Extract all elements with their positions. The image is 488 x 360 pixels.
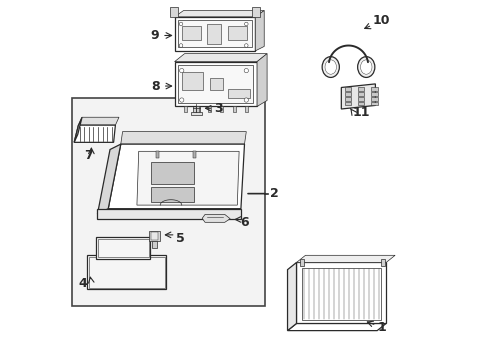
Bar (72, 98, 265, 306)
Bar (152, 241, 156, 248)
Bar (174, 62, 257, 107)
Bar (228, 89, 249, 98)
Text: 3: 3 (214, 103, 222, 116)
Circle shape (179, 68, 183, 73)
Bar (344, 92, 351, 96)
Bar (357, 102, 364, 105)
Bar (344, 97, 351, 101)
Bar (208, 107, 211, 112)
Polygon shape (174, 10, 264, 17)
Bar (232, 107, 235, 112)
Ellipse shape (325, 60, 336, 74)
Bar (98, 239, 148, 257)
Bar (370, 102, 377, 105)
Polygon shape (97, 209, 241, 220)
Circle shape (244, 68, 248, 73)
Polygon shape (296, 255, 394, 262)
Text: 2: 2 (269, 187, 278, 200)
Polygon shape (174, 54, 266, 62)
Bar (344, 102, 351, 105)
Circle shape (244, 98, 248, 102)
Circle shape (179, 22, 183, 26)
Bar (89, 257, 164, 288)
Bar (192, 151, 196, 158)
Polygon shape (108, 144, 244, 209)
Bar (178, 21, 251, 47)
Polygon shape (74, 125, 115, 142)
Bar (357, 92, 364, 96)
Bar (178, 65, 253, 103)
Bar (357, 97, 364, 101)
Bar (370, 92, 377, 96)
Polygon shape (202, 215, 230, 222)
Ellipse shape (322, 57, 339, 77)
Polygon shape (137, 151, 239, 205)
Bar (344, 87, 351, 91)
Polygon shape (255, 10, 264, 51)
Circle shape (244, 22, 247, 26)
Bar (206, 24, 221, 44)
Text: 5: 5 (176, 231, 185, 244)
Bar (191, 112, 202, 116)
Bar (357, 87, 364, 91)
Bar (151, 187, 194, 202)
Polygon shape (97, 144, 121, 214)
Polygon shape (78, 117, 119, 125)
Polygon shape (74, 117, 82, 142)
Bar (210, 78, 223, 90)
Bar (380, 259, 384, 266)
Bar (370, 87, 377, 91)
Bar (151, 162, 194, 184)
Bar (174, 17, 255, 51)
Bar (300, 259, 304, 266)
Text: 6: 6 (240, 216, 248, 229)
Text: 1: 1 (376, 321, 385, 334)
Bar (155, 151, 159, 158)
Bar (192, 104, 200, 112)
Text: 9: 9 (150, 29, 159, 42)
Polygon shape (121, 132, 246, 144)
Bar (150, 232, 158, 240)
Circle shape (179, 44, 183, 47)
Bar (149, 231, 159, 241)
Polygon shape (251, 7, 259, 17)
Polygon shape (296, 262, 386, 323)
Bar (196, 107, 199, 112)
Bar (220, 107, 223, 112)
Text: 4: 4 (78, 278, 86, 291)
Polygon shape (287, 323, 386, 330)
Ellipse shape (357, 57, 374, 77)
Bar (96, 237, 150, 259)
Bar (370, 97, 377, 101)
Text: 7: 7 (84, 149, 93, 162)
Bar (87, 255, 166, 289)
Text: 11: 11 (351, 106, 369, 119)
Text: 8: 8 (151, 80, 160, 93)
Polygon shape (341, 84, 375, 109)
Text: 10: 10 (372, 14, 389, 27)
Bar (182, 72, 203, 90)
Bar (301, 268, 380, 320)
Bar (227, 26, 247, 40)
Polygon shape (257, 54, 266, 107)
Polygon shape (287, 262, 296, 330)
Bar (182, 26, 201, 40)
Polygon shape (170, 7, 178, 17)
Ellipse shape (360, 60, 371, 74)
Bar (183, 107, 186, 112)
Bar (244, 107, 247, 112)
Circle shape (179, 98, 183, 102)
Circle shape (244, 44, 247, 47)
